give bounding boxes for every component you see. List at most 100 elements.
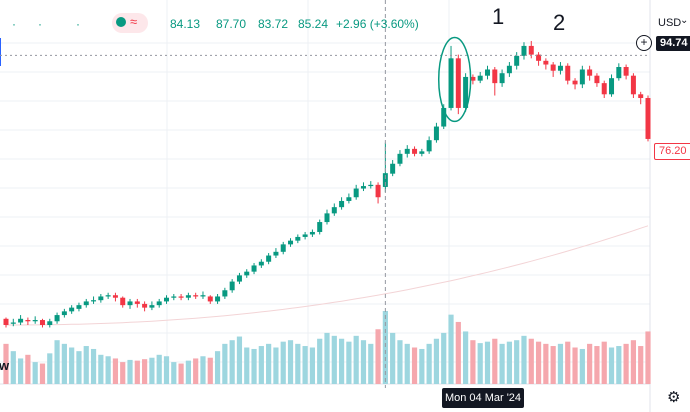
volume-bar	[236, 336, 243, 384]
volume-bar	[302, 346, 308, 384]
candle-body	[164, 297, 169, 302]
volume-bar	[419, 348, 425, 384]
candle-body	[616, 67, 622, 79]
volume-bar	[25, 354, 31, 384]
volume-bar	[273, 347, 279, 384]
volume-bar	[375, 329, 381, 384]
volume-bar	[565, 341, 571, 384]
volume-bar	[331, 335, 337, 384]
candle-body	[506, 65, 512, 74]
candle-body	[521, 45, 527, 56]
settings-gear-icon[interactable]: ⚙	[667, 389, 681, 406]
candle-body	[266, 255, 272, 262]
candle-body	[339, 200, 345, 208]
volume-bar	[214, 351, 221, 384]
candle-body	[448, 58, 454, 108]
add-alert-icon[interactable]: +	[636, 35, 652, 51]
currency-selector[interactable]: USD	[658, 17, 682, 29]
candle-body	[309, 231, 315, 235]
volume-bar	[484, 341, 491, 384]
volume-bar	[178, 363, 184, 384]
candle-body	[222, 290, 228, 297]
volume-bar	[506, 341, 512, 384]
candle-body	[18, 318, 24, 323]
candle-body	[69, 307, 75, 312]
volume-bar	[185, 360, 191, 384]
volume-bar	[645, 331, 651, 384]
green-dot-icon	[116, 17, 126, 27]
candle-body	[98, 296, 104, 301]
volume-bar	[579, 348, 585, 384]
chevron-down-icon[interactable]: ⌄	[680, 15, 689, 26]
volume-bar	[623, 343, 629, 384]
candle-body	[215, 296, 221, 302]
candle-body	[623, 67, 629, 76]
candle-body	[127, 301, 133, 306]
candle-body	[594, 75, 600, 84]
volume-bar	[572, 347, 578, 384]
annotation-ellipse	[437, 36, 472, 123]
candle-body	[601, 83, 607, 95]
candle-body	[360, 186, 366, 189]
volume-bar	[557, 343, 564, 384]
candle-body	[47, 321, 53, 325]
volume-bar	[156, 354, 162, 384]
candle-body	[433, 126, 439, 141]
volume-bar	[112, 358, 119, 384]
candle-body	[185, 295, 191, 298]
volume-bar	[477, 343, 483, 384]
candle-body	[426, 140, 432, 152]
candle-body	[91, 300, 97, 302]
volume-bar	[134, 360, 140, 384]
volume-bar	[463, 331, 469, 384]
candle-body	[10, 322, 16, 324]
volume-bar	[411, 347, 418, 384]
candle-body	[3, 318, 9, 325]
candle-body	[412, 148, 418, 154]
volume-bar	[404, 343, 410, 384]
volume-bar	[528, 338, 534, 384]
volume-bar	[47, 353, 53, 384]
candle-body	[572, 80, 578, 85]
ohlc-open: 84.13	[170, 17, 201, 31]
candle-body	[324, 213, 330, 223]
crosshair-date-label: Mon 04 Mar '24	[442, 388, 524, 408]
legend-dot-icon: ·	[38, 17, 42, 31]
volume-bar	[426, 343, 432, 384]
volume-bar	[638, 346, 644, 384]
volume-bar	[521, 335, 527, 384]
volume-bar	[368, 343, 374, 384]
volume-bar	[346, 341, 352, 384]
volume-bar	[535, 341, 542, 384]
candle-body	[39, 320, 45, 325]
candle-body	[404, 148, 410, 154]
candle-body	[317, 222, 323, 232]
ohlc-high: 87.70	[216, 17, 247, 31]
candle-body	[609, 78, 615, 95]
ohlc-change: +2.96 (+3.60%)	[336, 17, 419, 31]
candle-body	[579, 69, 585, 85]
ohlc-legend: · · · 84.13 87.70 83.72 85.24 +2.96 (+3.…	[0, 14, 650, 34]
volume-bar	[266, 343, 272, 384]
candle-body	[331, 207, 337, 214]
volume-bar	[258, 346, 264, 384]
candle-body	[557, 65, 563, 71]
volume-bar	[382, 311, 388, 384]
volume-bar	[61, 343, 67, 384]
candle-body	[543, 60, 549, 65]
volume-bar	[295, 343, 301, 384]
indicator-toggle[interactable]: ≈	[112, 13, 148, 33]
volume-bar	[98, 354, 104, 384]
volume-bar	[171, 362, 177, 384]
volume-bar	[594, 346, 600, 384]
annotation-label-2: 2	[553, 10, 566, 35]
volume-bar	[120, 362, 126, 384]
candle-body	[485, 69, 490, 76]
moving-average-line	[6, 225, 649, 326]
candle-body	[419, 151, 425, 154]
volume-bar	[353, 335, 359, 384]
ohlc-close: 85.24	[298, 17, 329, 31]
volume-bar	[309, 347, 316, 384]
volume-bar	[39, 363, 46, 384]
